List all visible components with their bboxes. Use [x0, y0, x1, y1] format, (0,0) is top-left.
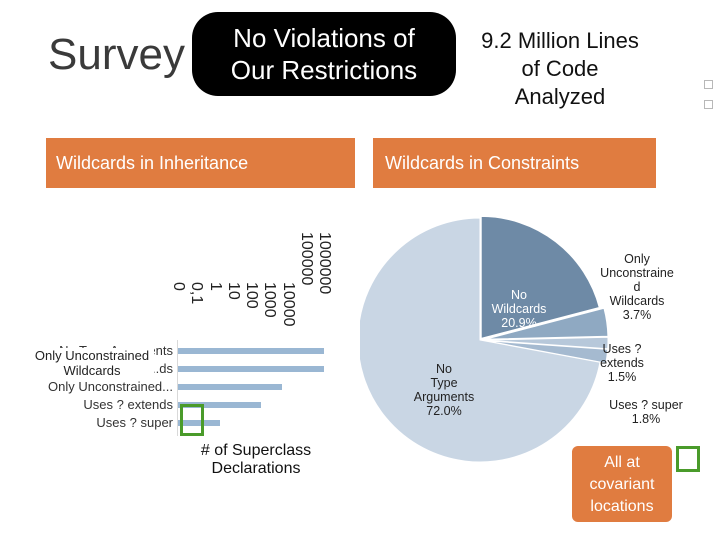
code-analyzed-note: 9.2 Million Lines of Code Analyzed [462, 27, 658, 111]
slice-text: Arguments [413, 390, 475, 404]
bar [178, 402, 262, 408]
slice-text: 1.8% [631, 412, 661, 426]
slice-text: Uses ? super [609, 398, 683, 412]
constraints-pie-chart [360, 188, 720, 540]
slice-label-no-type-args: No Type Arguments 72.0% [404, 362, 484, 418]
bar [178, 384, 283, 390]
note-line-2: of Code [521, 56, 599, 81]
slice-text: Uses ? [602, 342, 642, 356]
highlight-marker-super [180, 404, 204, 436]
slice-label-extends: Uses ? extends 1.5% [590, 342, 654, 384]
tick-label: 100000 [297, 232, 315, 286]
slide-title: Survey [48, 30, 185, 79]
slice-text: Wildcards [491, 302, 547, 316]
pie-slice [485, 307, 609, 340]
tick-label: 1000000 [316, 232, 333, 295]
slice-text: Type [430, 376, 458, 390]
banner-line-1: No Violations of [233, 23, 415, 53]
category-label: Only Unconstrained... [47, 379, 173, 394]
category-label: Uses ? extends [83, 397, 173, 412]
slice-text: d [633, 280, 641, 294]
slice-label-unconstrained: Only Unconstraine d Wildcards 3.7% [592, 252, 682, 322]
slice-text: Unconstraine [600, 266, 674, 280]
bar [178, 366, 324, 372]
tick-label: 0,1 [188, 282, 206, 305]
slice-text: Only [624, 252, 650, 266]
slice-label-no-wildcards: No Wildcards 20.9% [480, 288, 558, 330]
pie-svg [360, 215, 609, 463]
corner-square-top [704, 80, 713, 89]
slice-text: extends [600, 356, 644, 370]
overlay-line-1: Only Unconstrained [34, 348, 150, 363]
pie-slice [480, 215, 600, 340]
axis-line [177, 340, 178, 436]
pie-slice [360, 217, 601, 463]
bar [178, 348, 324, 354]
category-label: Uses ? super [96, 415, 173, 430]
xlabel-line-2: Declarations [211, 460, 301, 477]
covariant-callout: All at covariant locations [572, 446, 672, 522]
xlabel-line-1: # of Superclass [200, 442, 312, 459]
callout-line-1: All at [604, 454, 640, 471]
callout-line-2: covariant [589, 476, 655, 493]
tick-label: 0 [170, 282, 187, 291]
unconstrained-overlay-label: Only Unconstrained Wildcards [30, 348, 154, 378]
slice-text: 20.9% [501, 316, 537, 330]
note-line-1: 9.2 Million Lines [481, 28, 639, 53]
tick-label: 10 [224, 282, 242, 300]
restrictions-banner: No Violations of Our Restrictions [192, 12, 456, 96]
inheritance-header: Wildcards in Inheritance [46, 138, 355, 188]
category-label: ...ds [148, 361, 173, 376]
callout-line-3: locations [590, 498, 654, 515]
slice-label-super: Uses ? super 1.8% [600, 398, 692, 426]
slice-text: 3.7% [622, 308, 652, 322]
bar [178, 420, 220, 426]
slice-text: No [511, 288, 527, 302]
banner-line-2: Our Restrictions [230, 55, 418, 85]
slice-text: No [436, 362, 452, 376]
constraints-header: Wildcards in Constraints [373, 138, 656, 188]
slice-text: 72.0% [426, 404, 462, 418]
tick-label: 1000 [261, 282, 279, 318]
pie-slice [485, 336, 609, 350]
tick-label: 100 [243, 282, 260, 309]
note-line-3: Analyzed [514, 84, 606, 109]
highlight-marker-callout [676, 446, 700, 472]
corner-square-bottom [704, 100, 713, 109]
slice-text: Wildcards [609, 294, 665, 308]
tick-label: 10000 [279, 282, 297, 327]
tick-label: 1 [206, 282, 224, 291]
x-axis-label: # of Superclass Declarations [176, 442, 336, 478]
slice-text: 1.5% [607, 370, 637, 384]
overlay-line-2: Wildcards [63, 363, 121, 378]
